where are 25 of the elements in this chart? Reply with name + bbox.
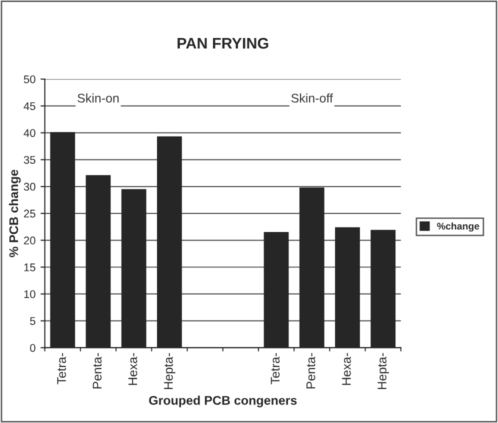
x-axis-title: Grouped PCB congeners [149,396,297,408]
x-tick-label: Hepta- [378,353,389,390]
x-tick-label: Penta- [306,353,316,388]
y-tick-label: 50 [24,75,36,84]
y-tick-label: 20 [24,236,36,244]
x-tick-label: Tetra- [270,353,280,384]
y-tick-label: 35 [24,156,36,164]
y-tick-label: 25 [24,210,36,218]
y-tick-label: 45 [24,102,36,110]
x-tick-label: Hepta- [164,353,176,390]
x-tick-label: Penta- [92,353,102,388]
x-tick-label: Hexa- [128,353,138,385]
y-tick-label: 15 [24,264,36,272]
y-tick-label: 10 [24,290,36,298]
legend-label: %change [437,222,480,232]
chart-title: PAN FRYING [178,38,268,49]
y-tick-label: 0 [30,344,36,352]
annotation: Skin-off [291,93,333,103]
y-tick-label: 40 [24,129,36,137]
y-tick-label: 30 [24,182,36,191]
annotation: Skin-on [78,93,119,103]
y-tick-label: 5 [30,317,36,325]
x-tick-label: Tetra- [57,353,66,384]
y-axis-title: % PCB change [8,170,21,258]
x-tick-label: Hexa- [342,353,351,385]
